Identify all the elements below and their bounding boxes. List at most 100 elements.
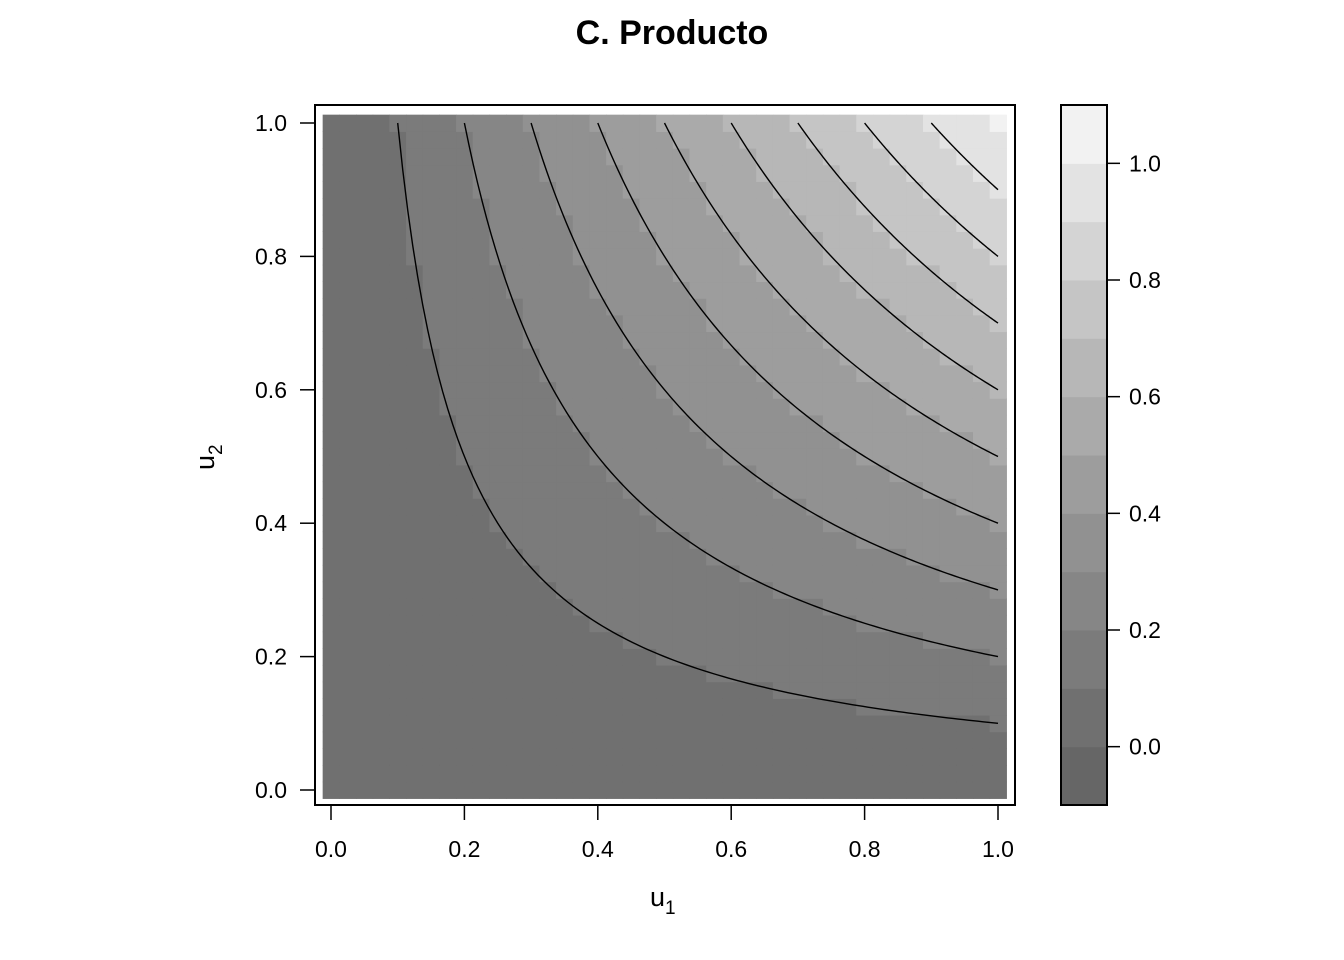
- heat-cell: [439, 281, 457, 299]
- heat-cell: [872, 264, 891, 283]
- y-tick-label: 0.0: [255, 777, 287, 803]
- heat-cell: [539, 598, 557, 616]
- heat-cell: [439, 631, 457, 649]
- heat-cell: [489, 614, 507, 633]
- heat-cell: [989, 114, 1007, 132]
- heat-cell: [406, 164, 424, 182]
- heat-cell: [422, 264, 440, 283]
- heat-cell: [489, 431, 507, 449]
- heat-cell: [356, 264, 374, 283]
- heat-cell: [639, 631, 657, 649]
- heat-cell: [806, 498, 824, 516]
- heat-cell: [906, 614, 924, 633]
- heat-cell: [356, 614, 374, 633]
- heat-cell: [322, 364, 340, 383]
- heat-cell: [456, 481, 474, 499]
- heat-cell: [656, 631, 674, 649]
- heat-cell: [972, 181, 991, 199]
- heat-cell: [389, 648, 407, 666]
- heat-cell: [772, 264, 791, 283]
- heat-cell: [739, 414, 757, 433]
- heat-cell: [756, 314, 774, 333]
- heat-cell: [789, 398, 807, 416]
- heat-cell: [539, 631, 557, 649]
- heat-cell: [456, 398, 474, 416]
- heat-cell: [606, 281, 624, 299]
- contour-line: [730, 122, 999, 391]
- heat-cell: [389, 564, 407, 583]
- heat-cell: [839, 481, 857, 499]
- heat-cell: [989, 414, 1007, 433]
- heat-cell: [839, 748, 857, 766]
- heat-cell: [622, 231, 641, 249]
- heat-cell: [739, 781, 757, 799]
- heat-cell: [939, 364, 957, 383]
- heat-cell: [506, 114, 524, 132]
- heat-cell: [922, 648, 941, 666]
- heat-cell: [606, 581, 624, 599]
- heat-cell: [489, 281, 507, 299]
- heat-cell: [722, 431, 741, 449]
- heat-cell: [739, 548, 757, 566]
- heat-cell: [756, 398, 774, 416]
- heat-cell: [472, 614, 491, 633]
- heat-cell: [756, 614, 774, 633]
- heat-cell: [756, 581, 774, 599]
- heat-cell: [772, 614, 791, 633]
- heat-cell: [872, 131, 891, 149]
- heat-cell: [456, 564, 474, 583]
- heat-cell: [656, 598, 674, 616]
- heat-cell: [806, 448, 824, 466]
- heat-cell: [339, 498, 357, 516]
- heat-cell: [556, 631, 574, 649]
- heat-cell: [572, 748, 591, 766]
- heat-cell: [522, 764, 541, 783]
- heat-cell: [656, 698, 674, 716]
- heat-cell: [639, 431, 657, 449]
- heat-cell: [956, 281, 974, 299]
- heat-cell: [472, 181, 491, 199]
- heat-cell: [722, 331, 741, 349]
- heat-cell: [772, 664, 791, 683]
- heat-cell: [989, 681, 1007, 699]
- heat-cell: [472, 464, 491, 483]
- heat-cell: [356, 664, 374, 683]
- heat-cell: [522, 198, 541, 216]
- heat-cell: [856, 331, 874, 349]
- heat-cell: [939, 198, 957, 216]
- heat-cell: [372, 331, 390, 349]
- heat-cell: [722, 314, 741, 333]
- x-tick-label: 0.6: [715, 836, 747, 862]
- heat-cell: [606, 781, 624, 799]
- y-axis-label-sub: 2: [206, 444, 227, 455]
- heat-cell: [589, 498, 607, 516]
- heat-cell: [822, 131, 841, 149]
- heat-cell: [556, 181, 574, 199]
- heat-cell: [506, 714, 524, 733]
- heat-cell: [389, 264, 407, 283]
- heat-cell: [656, 464, 674, 483]
- heat-cell: [972, 614, 991, 633]
- heat-cell: [456, 131, 474, 149]
- heat-cell: [722, 698, 741, 716]
- heat-cell: [922, 714, 941, 733]
- heat-cell: [689, 364, 707, 383]
- heat-cell: [956, 448, 974, 466]
- heat-cell: [939, 181, 957, 199]
- heat-cell: [689, 681, 707, 699]
- heat-cell: [906, 148, 924, 166]
- heat-cell: [756, 231, 774, 249]
- heat-cell: [389, 314, 407, 333]
- heat-cell: [639, 681, 657, 699]
- heat-cell: [522, 431, 541, 449]
- heat-cell: [789, 464, 807, 483]
- heat-cell: [789, 331, 807, 349]
- heat-cell: [572, 531, 591, 549]
- heat-cell: [889, 314, 907, 333]
- heat-cell: [506, 581, 524, 599]
- heat-cell: [506, 164, 524, 182]
- heat-cell: [706, 681, 724, 699]
- heat-cell: [439, 714, 457, 733]
- heat-cell: [622, 564, 641, 583]
- heat-cell: [789, 148, 807, 166]
